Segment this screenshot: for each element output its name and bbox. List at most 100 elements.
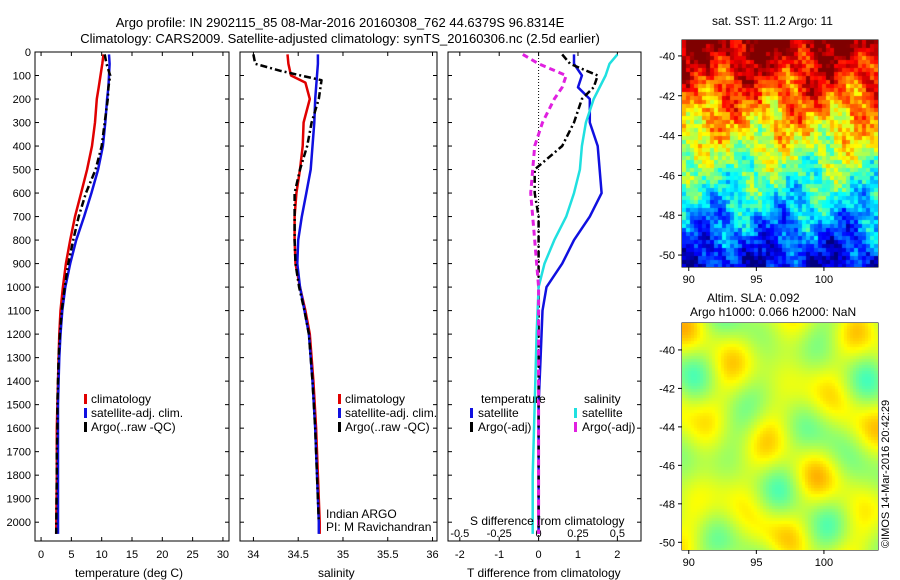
sla-map-title-1: Altim. SLA: 0.092	[707, 291, 800, 305]
figure-title-line-2: Climatology: CARS2009. Satellite-adjuste…	[80, 31, 600, 46]
difference-xlabel: T difference from climatology	[467, 566, 621, 580]
y-tick-label: -44	[659, 131, 675, 143]
y-tick-label: 200	[13, 94, 31, 106]
y-tick-label: -48	[659, 210, 675, 222]
sla-map-title-2: Argo h1000: 0.066 h2000: NaN	[690, 305, 857, 319]
legend-swatch	[470, 422, 473, 432]
difference-panel: -2 -1 0 1 2 -0.5 -0.25 0 0.25 0.5	[447, 51, 642, 561]
temperature-argo-raw-qc-line	[54, 54, 112, 534]
temperature-panel: 0100200300400500600700800900100011001200…	[7, 47, 230, 561]
sla-heatmap	[682, 323, 878, 550]
x-top-tick-label: 0.5	[610, 528, 625, 540]
legend-item-argo: Argo(..raw -QC)	[338, 421, 430, 433]
legend-item-sal-argo: Argo(-adj)	[574, 421, 635, 433]
x-tick-label: 10	[96, 549, 108, 561]
y-tick-label: 1300	[7, 353, 31, 365]
y-tick-label: -50	[659, 537, 675, 549]
x-tick-label: 35	[337, 549, 349, 561]
x-top-tick-label: 0	[536, 528, 542, 540]
y-tick-label: 1400	[7, 376, 31, 388]
y-tick-label: 1900	[7, 494, 31, 506]
x-tick-label: -1	[494, 549, 504, 561]
difference-salinity-argo-adj-line	[522, 53, 568, 534]
legend-label: Argo(..raw -QC)	[91, 420, 176, 434]
imos-credit: ©IMOS 14-Mar-2016 20:42:29	[880, 399, 892, 548]
y-tick-label: 1600	[7, 423, 31, 435]
sst-heatmap	[682, 40, 878, 267]
y-tick-label: -50	[659, 250, 675, 262]
plot-frame	[447, 51, 642, 542]
legend-swatch	[470, 408, 473, 418]
annotation-indian-argo: Indian ARGO	[326, 507, 397, 521]
legend-item-argo: Argo(..raw -QC)	[84, 421, 176, 433]
x-tick-label: -2	[455, 549, 465, 561]
legend-item-temp-satellite: satellite	[470, 407, 519, 419]
x-tick-label: 0	[38, 549, 44, 561]
legend-item-climatology: climatology	[338, 393, 405, 405]
legend-item-satellite: satellite-adj. clim.	[338, 407, 437, 419]
y-tick-label: 400	[13, 141, 31, 153]
y-tick-label: 0	[25, 47, 31, 59]
temperature-satellite-adj-clim-line	[56, 54, 111, 534]
x-tick-label: 30	[217, 549, 229, 561]
legend-label: satellite	[582, 406, 623, 420]
sst-map-title: sat. SST: 11.2 Argo: 11	[712, 14, 833, 28]
y-tick-label: -46	[659, 460, 675, 472]
y-tick-label: 1200	[7, 329, 31, 341]
x-tick-label: 100	[815, 557, 833, 569]
x-top-tick-label: -0.5	[450, 528, 469, 540]
salinity-xlabel: salinity	[318, 566, 355, 580]
legend-label: satellite-adj. clim.	[91, 406, 184, 420]
y-tick-label: 100	[13, 71, 31, 83]
legend-swatch	[84, 408, 87, 418]
x-tick-label: 5	[68, 549, 74, 561]
y-tick-label: -40	[659, 345, 675, 357]
difference-xlabel-top: S difference from climatology	[470, 514, 625, 528]
legend-label: satellite-adj. clim.	[345, 406, 438, 420]
legend-swatch	[338, 408, 341, 418]
x-tick-label: 34.5	[287, 549, 308, 561]
x-tick-label: 20	[156, 549, 168, 561]
y-tick-label: 700	[13, 212, 31, 224]
x-tick-label: 25	[187, 549, 199, 561]
y-tick-label: 1000	[7, 282, 31, 294]
y-tick-label: 2000	[7, 517, 31, 529]
y-tick-label: -42	[659, 91, 675, 103]
y-tick-label: 300	[13, 118, 31, 130]
y-tick-label: 1100	[7, 306, 31, 318]
figure-title-line-1: Argo profile: IN 2902115_85 08-Mar-2016 …	[115, 15, 565, 30]
x-tick-label: 15	[126, 549, 138, 561]
salinity-argo-raw-qc-line	[252, 54, 323, 523]
x-tick-label: 90	[683, 274, 695, 286]
legend-item-satellite: satellite-adj. clim.	[84, 407, 183, 419]
legend-swatch	[338, 394, 341, 404]
x-tick-label: 90	[683, 557, 695, 569]
salinity-panel: 34 34.5 35 35.5 36	[239, 51, 439, 561]
legend-header-salinity: salinity	[584, 392, 621, 406]
difference-temperature-argo-adj-line	[533, 53, 599, 534]
legend-swatch	[574, 408, 577, 418]
x-tick-label: 95	[750, 557, 762, 569]
legend-header-temperature: temperature	[481, 392, 546, 406]
x-top-tick-label: -0.25	[487, 528, 512, 540]
y-tick-label: 1500	[7, 400, 31, 412]
y-tick-label: 1700	[7, 447, 31, 459]
y-tick-label: -42	[659, 383, 675, 395]
y-tick-label: -48	[659, 499, 675, 511]
legend-label: Argo(-adj)	[478, 420, 532, 434]
annotation-pi: PI: M Ravichandran	[326, 520, 432, 534]
x-tick-label: 1	[575, 549, 581, 561]
legend-label: climatology	[345, 392, 406, 406]
x-tick-label: 36	[426, 549, 438, 561]
y-tick-label: -40	[659, 51, 675, 63]
salinity-satellite-adj-clim-line	[296, 54, 321, 534]
x-tick-label: 34	[247, 549, 259, 561]
legend-label: satellite	[478, 406, 519, 420]
x-tick-label: 2	[614, 549, 620, 561]
difference-temperature-satellite-line	[537, 54, 603, 534]
x-tick-label: 0	[536, 549, 542, 561]
temperature-xlabel: temperature (deg C)	[75, 566, 184, 580]
legend-swatch	[84, 394, 87, 404]
legend-swatch	[338, 422, 341, 432]
